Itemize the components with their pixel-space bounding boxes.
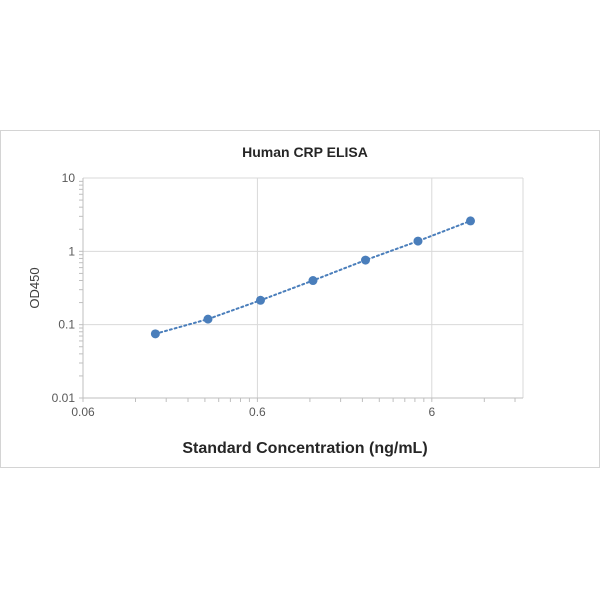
x-tick-label: 0.06 [71,405,95,419]
data-point [360,255,370,265]
y-tick-labels: 10 1 0.1 0.01 [52,171,76,405]
x-tick-label: 6 [428,405,435,419]
y-tick-label: 0.01 [52,391,76,405]
axes [79,178,523,402]
y-tick-label: 10 [62,171,76,185]
y-tick-label: 1 [68,244,75,258]
data-point [465,216,475,226]
x-tick-label: 0.6 [249,405,266,419]
data-point [413,236,423,246]
data-points [150,216,475,339]
data-point [150,329,160,339]
chart-title: Human CRP ELISA [242,144,368,160]
data-point [255,295,265,305]
gridlines [83,177,524,398]
data-point [308,276,318,286]
data-point [203,314,213,324]
x-tick-labels: 0.06 0.6 6 [71,405,435,419]
x-axis-title: Standard Concentration (ng/mL) [182,440,427,457]
chart-frame [0,130,600,468]
y-tick-label: 0.1 [58,318,75,332]
y-axis-title: OD450 [27,267,42,308]
